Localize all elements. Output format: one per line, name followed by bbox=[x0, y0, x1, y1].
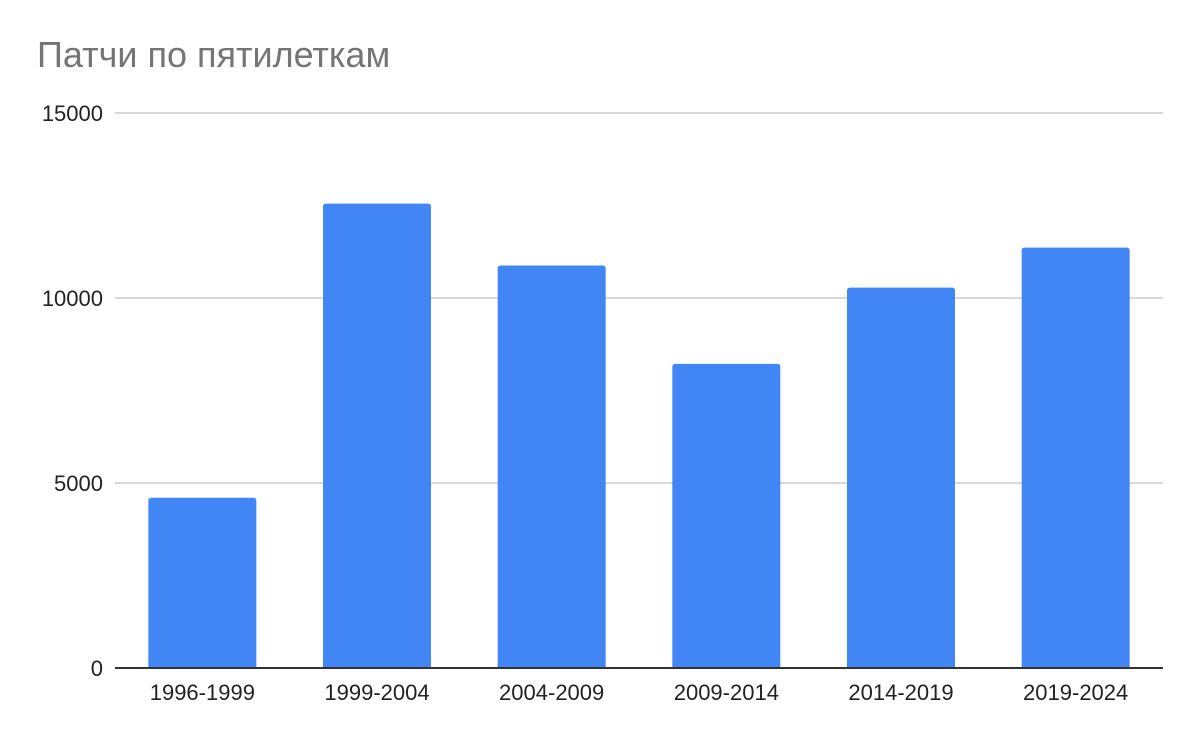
bar-1999-2004 bbox=[323, 203, 431, 668]
y-tick-label: 10000 bbox=[42, 286, 103, 311]
y-tick-label: 5000 bbox=[54, 471, 103, 496]
bar-2009-2014 bbox=[672, 363, 781, 668]
chart-title: Патчи по пятилеткам bbox=[37, 34, 391, 75]
bar-1996-1999 bbox=[148, 497, 257, 668]
x-tick-label: 2019-2024 bbox=[1023, 680, 1128, 705]
x-tick-label: 1996-1999 bbox=[150, 680, 255, 705]
bars bbox=[148, 203, 1130, 668]
x-tick-label: 2009-2014 bbox=[674, 680, 779, 705]
x-tick-label: 2014-2019 bbox=[848, 680, 953, 705]
x-tick-labels: 1996-1999 1999-2004 2004-2009 2009-2014 2014… bbox=[150, 680, 1129, 705]
y-tick-labels: 0 5000 10000 15000 bbox=[42, 101, 103, 681]
x-tick-label: 1999-2004 bbox=[324, 680, 429, 705]
bar-2014-2019 bbox=[847, 287, 955, 668]
bar-2004-2009 bbox=[497, 265, 606, 668]
y-tick-label: 15000 bbox=[42, 101, 103, 126]
bar-2019-2024 bbox=[1021, 247, 1130, 668]
x-tick-label: 2004-2009 bbox=[499, 680, 604, 705]
y-tick-label: 0 bbox=[91, 656, 103, 681]
gridlines bbox=[115, 112, 1163, 484]
